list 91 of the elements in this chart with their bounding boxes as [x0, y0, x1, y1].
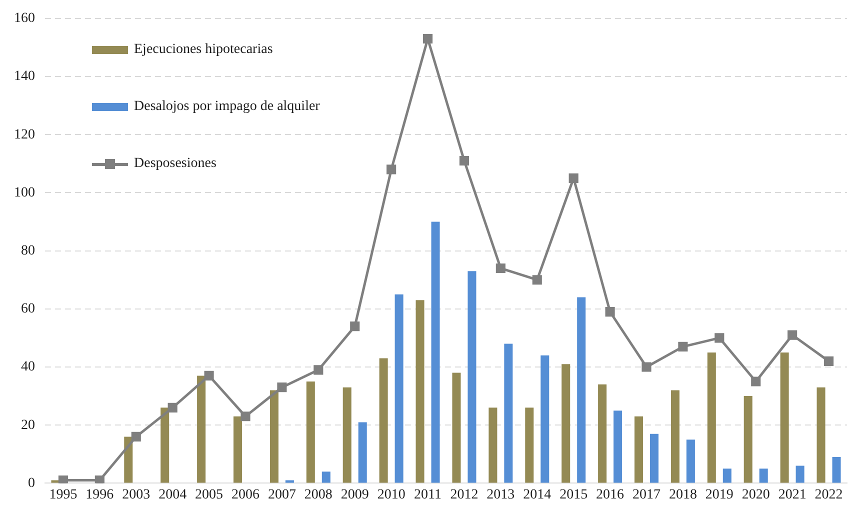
x-tick-label: 2007: [268, 487, 296, 502]
x-tick-label: 2003: [122, 487, 150, 502]
x-tick-label: 2019: [705, 487, 734, 502]
bar: [306, 382, 315, 483]
x-tick-label: 2016: [596, 487, 624, 502]
bar: [394, 294, 404, 483]
bar: [525, 408, 534, 483]
point: [568, 173, 578, 183]
bar: [270, 390, 278, 483]
point: [277, 382, 287, 392]
point: [168, 402, 178, 412]
point: [131, 432, 141, 442]
x-tick-label: 2017: [632, 487, 660, 502]
x-tick-label: 2012: [450, 487, 478, 502]
x-tick-label: 2008: [304, 487, 332, 502]
point: [94, 476, 104, 484]
x-tick-label: 2022: [814, 487, 843, 502]
point: [714, 333, 724, 343]
y-tick-label: 120: [14, 127, 35, 142]
point: [532, 275, 542, 285]
point: [605, 307, 615, 317]
y-tick-label: 60: [21, 302, 35, 317]
bar: [722, 468, 732, 483]
x-tick-label: 2018: [668, 487, 697, 502]
x-tick-label: 2009: [340, 487, 369, 502]
bar: [233, 416, 242, 483]
x-tick-label: 2015: [560, 487, 588, 502]
bar: [124, 436, 133, 483]
bar: [452, 372, 461, 483]
bar: [759, 468, 768, 483]
bar: [562, 364, 570, 483]
bar: [614, 410, 622, 483]
x-tick-label: 2020: [742, 487, 770, 502]
bar: [670, 390, 680, 483]
point: [788, 330, 798, 340]
x-tick-label: 1995: [49, 487, 78, 502]
bar: [416, 300, 424, 483]
bar: [431, 222, 440, 483]
bar: [796, 466, 804, 483]
bar: [816, 387, 826, 483]
legend-label: Desalojos por impago de alquiler: [134, 99, 320, 115]
bar: [598, 384, 607, 483]
bar: [322, 472, 330, 483]
point: [824, 356, 834, 366]
point: [314, 365, 324, 375]
x-tick-label: 2021: [778, 487, 806, 502]
bar: [468, 271, 476, 483]
bar: [744, 396, 752, 483]
y-tick-label: 40: [21, 360, 35, 375]
bar: [379, 358, 388, 483]
point: [386, 164, 396, 174]
bar: [634, 416, 644, 483]
x-tick-label: 2011: [414, 487, 442, 502]
bar: [577, 297, 586, 483]
bar: [707, 352, 716, 483]
bar: [832, 457, 841, 483]
x-tick-label: 2006: [232, 487, 260, 502]
bar: [358, 422, 367, 483]
x-tick-label: 2004: [158, 487, 187, 502]
x-tick-label: 2014: [523, 487, 552, 502]
legend-label: Desposesiones: [134, 156, 216, 172]
y-tick-label: 160: [14, 11, 35, 26]
y-tick-label: 100: [14, 185, 35, 200]
bar: [540, 355, 550, 483]
point: [678, 342, 688, 352]
point: [751, 376, 761, 386]
x-tick-label: 1996: [86, 487, 114, 502]
bar: [504, 344, 513, 483]
bar: [160, 408, 170, 483]
point: [496, 263, 506, 274]
y-tick-label: 80: [21, 243, 35, 258]
bar: [780, 352, 789, 483]
x-tick-label: 2013: [486, 487, 515, 502]
point: [642, 362, 652, 372]
x-tick-label: 2005: [195, 487, 224, 502]
x-tick-label: 2010: [377, 487, 406, 502]
legend-label: Ejecuciones hipotecarias: [134, 42, 273, 58]
y-tick-label: 0: [28, 476, 35, 491]
bar: [488, 408, 498, 483]
y-tick-label: 140: [14, 69, 35, 84]
bar: [342, 387, 352, 483]
point: [422, 34, 433, 44]
point: [240, 412, 250, 422]
point: [58, 476, 68, 484]
point: [204, 370, 214, 380]
bar: [650, 434, 659, 483]
point: [350, 322, 360, 332]
bar: [686, 440, 695, 483]
y-tick-label: 20: [21, 418, 35, 433]
point: [459, 156, 470, 166]
bar: [197, 376, 206, 483]
